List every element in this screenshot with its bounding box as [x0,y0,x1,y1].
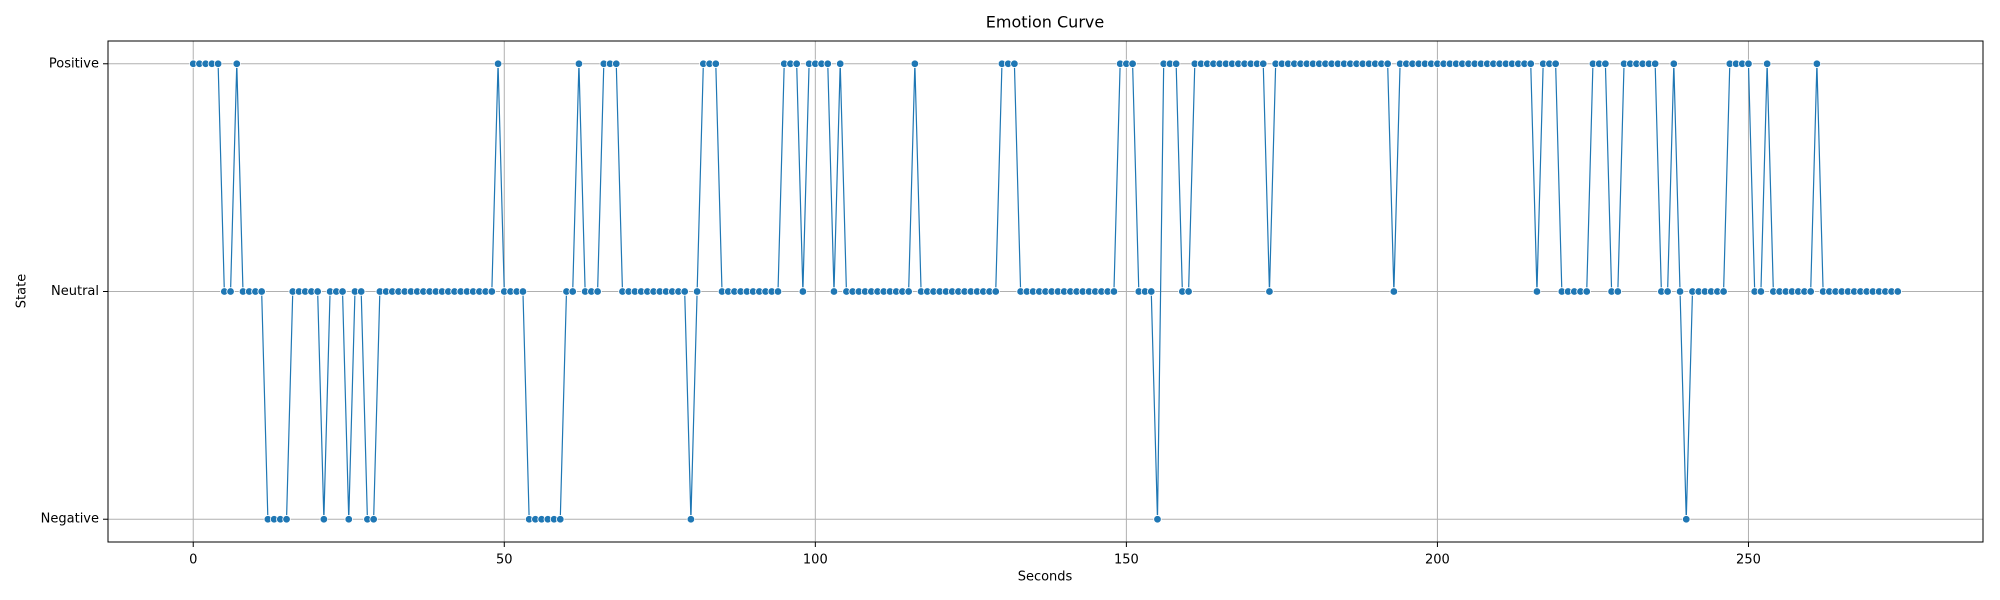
marker [1812,59,1822,68]
marker [568,287,577,296]
marker [226,287,235,296]
marker [680,287,689,296]
marker [836,59,845,68]
x-tick-label: 0 [189,553,197,568]
x-tick-label: 150 [1114,553,1139,568]
marker [991,287,1000,296]
marker [493,59,503,68]
marker [344,515,353,524]
y-tick-label: Negative [41,512,99,527]
marker [518,287,528,296]
x-tick-label: 100 [803,553,828,568]
marker [823,59,832,68]
marker [1153,515,1162,524]
marker [1806,287,1815,296]
y-tick-label: Positive [49,56,99,71]
marker [1650,59,1660,68]
marker [692,287,702,296]
marker [1551,59,1560,68]
marker [282,515,291,524]
marker [1010,59,1019,68]
marker [338,287,347,296]
marker [213,59,223,68]
marker [773,287,783,296]
marker [1383,59,1392,68]
marker [904,287,913,296]
marker [792,59,801,68]
y-tick-label: Neutral [51,284,99,299]
marker [1756,287,1766,296]
marker [1762,59,1772,68]
marker [1669,59,1679,68]
marker [1613,287,1623,296]
marker [1744,59,1753,68]
marker [1147,287,1156,296]
chart-title: Emotion Curve [986,13,1104,32]
marker [356,287,366,296]
marker [1582,287,1591,296]
marker [257,287,266,296]
marker [574,59,584,68]
marker [1389,287,1399,296]
marker [711,59,720,68]
marker [686,515,696,524]
marker [910,59,920,68]
x-axis-label: Seconds [1018,570,1073,585]
marker [1259,59,1268,68]
marker [798,287,808,296]
marker [556,515,565,524]
x-tick-label: 50 [496,553,513,568]
marker [829,287,839,296]
marker [593,287,602,296]
marker [1719,287,1728,296]
marker [232,59,241,68]
marker [1532,287,1542,296]
marker [1682,515,1691,524]
marker [1663,287,1672,296]
marker [319,515,329,524]
plot-frame [107,40,1984,543]
marker [1109,287,1119,296]
marker [612,59,621,68]
x-tick-label: 200 [1425,553,1450,568]
marker [1526,59,1535,68]
marker [487,287,497,296]
marker [1128,59,1137,68]
marker [1184,287,1193,296]
marker [1265,287,1274,296]
y-axis-label: State [15,274,30,308]
marker [1893,287,1902,296]
x-tick-label: 250 [1736,553,1761,568]
marker [313,287,322,296]
marker [1601,59,1610,68]
marker [369,515,378,524]
marker [1675,287,1685,296]
marker [1171,59,1181,68]
